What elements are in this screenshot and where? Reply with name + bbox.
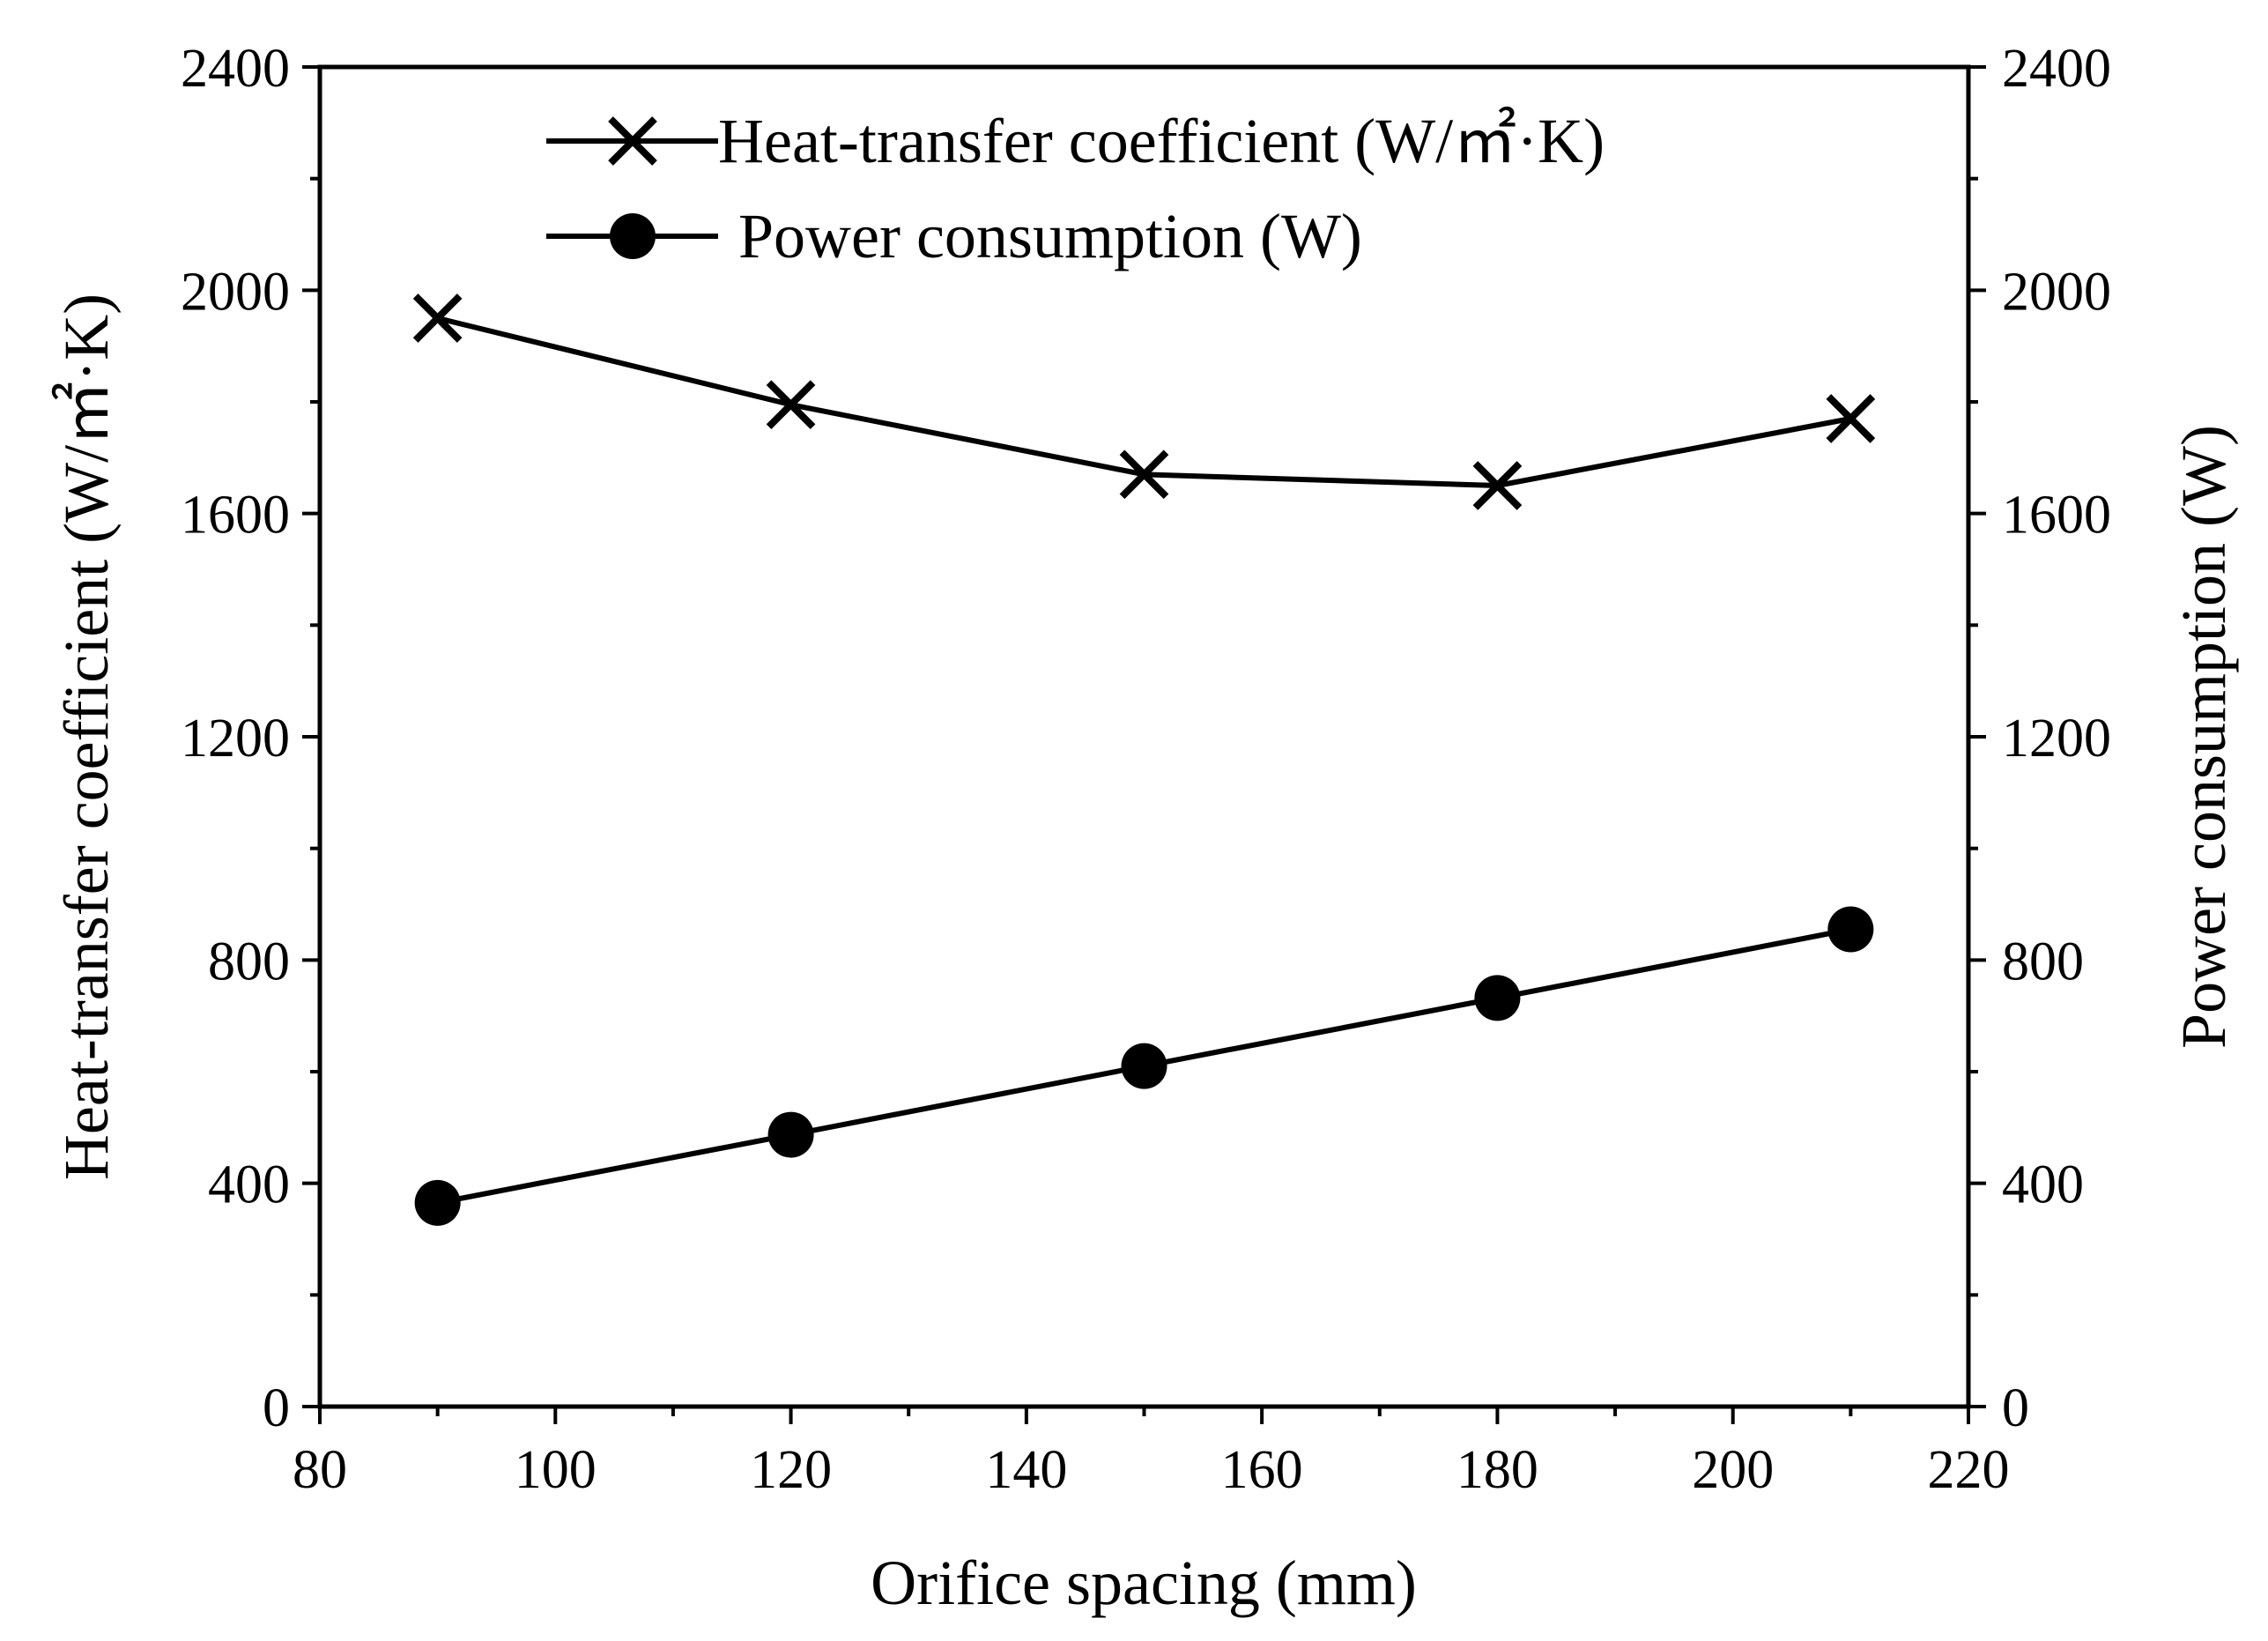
left-y-tick-label-1200: 1200 bbox=[181, 709, 290, 769]
x-tick-label-80: 80 bbox=[293, 1440, 347, 1500]
x-tick-label-120: 120 bbox=[750, 1440, 832, 1500]
data-point-power bbox=[1474, 975, 1521, 1021]
right-y-tick-label-1600: 1600 bbox=[2002, 486, 2111, 546]
left-y-tick-label-800: 800 bbox=[208, 932, 290, 991]
data-point-heat-transfer bbox=[1472, 461, 1523, 510]
series-line-heat-transfer bbox=[436, 316, 1851, 489]
left-y-axis: 0 400 800 1200 1600 2000 2400 bbox=[181, 39, 320, 1438]
data-point-power bbox=[1121, 1043, 1167, 1089]
right-y-tick-label-2400: 2400 bbox=[2002, 39, 2111, 99]
right-y-tick-label-2000: 2000 bbox=[2002, 262, 2111, 322]
left-y-tick-label-1600: 1600 bbox=[181, 486, 290, 546]
x-tick-label-100: 100 bbox=[515, 1440, 597, 1500]
data-point-power bbox=[414, 1179, 461, 1226]
left-y-tick-label-2400: 2400 bbox=[181, 39, 290, 99]
left-y-tick-label-0: 0 bbox=[263, 1378, 290, 1438]
data-point-power bbox=[1827, 906, 1874, 953]
x-tick-label-180: 180 bbox=[1456, 1440, 1538, 1500]
legend-circle-marker-icon bbox=[610, 213, 656, 259]
right-y-tick-label-800: 800 bbox=[2002, 932, 2084, 991]
right-y-tick-label-1200: 1200 bbox=[2002, 709, 2111, 769]
left-y-tick-label-400: 400 bbox=[208, 1155, 290, 1215]
x-tick-label-140: 140 bbox=[985, 1440, 1067, 1500]
data-point-heat-transfer bbox=[1119, 449, 1169, 500]
right-y-tick-label-0: 0 bbox=[2002, 1378, 2029, 1438]
data-point-heat-transfer bbox=[766, 380, 816, 429]
right-y-axis-title: Power consumption (W) bbox=[2168, 425, 2239, 1049]
x-tick-label-200: 200 bbox=[1692, 1440, 1774, 1500]
data-point-heat-transfer bbox=[1826, 394, 1876, 443]
left-y-axis-title: Heat-transfer coefficient (W/㎡·K) bbox=[51, 293, 122, 1180]
left-y-tick-label-2000: 2000 bbox=[181, 262, 290, 322]
x-tick-label-220: 220 bbox=[1928, 1440, 2010, 1500]
legend-label-power: Power consumption (W) bbox=[738, 201, 1362, 271]
x-axis-title: Orifice spacing (mm) bbox=[871, 1548, 1417, 1618]
legend-label-heat-transfer: Heat-transfer coefficient (W/㎡·K) bbox=[718, 106, 1605, 176]
legend: Heat-transfer coefficient (W/㎡·K) Power … bbox=[546, 106, 1605, 271]
x-tick-label-160: 160 bbox=[1221, 1440, 1303, 1500]
legend-x-marker-icon bbox=[608, 116, 657, 166]
right-y-tick-label-400: 400 bbox=[2002, 1155, 2084, 1215]
data-point-heat-transfer bbox=[412, 293, 463, 343]
data-point-power bbox=[767, 1111, 814, 1158]
right-y-axis: 0 400 800 1200 1600 2000 2400 bbox=[1968, 39, 2111, 1438]
x-axis: 80 100 120 140 160 180 200 220 bbox=[293, 1407, 2010, 1500]
series-layer bbox=[412, 293, 1876, 1226]
